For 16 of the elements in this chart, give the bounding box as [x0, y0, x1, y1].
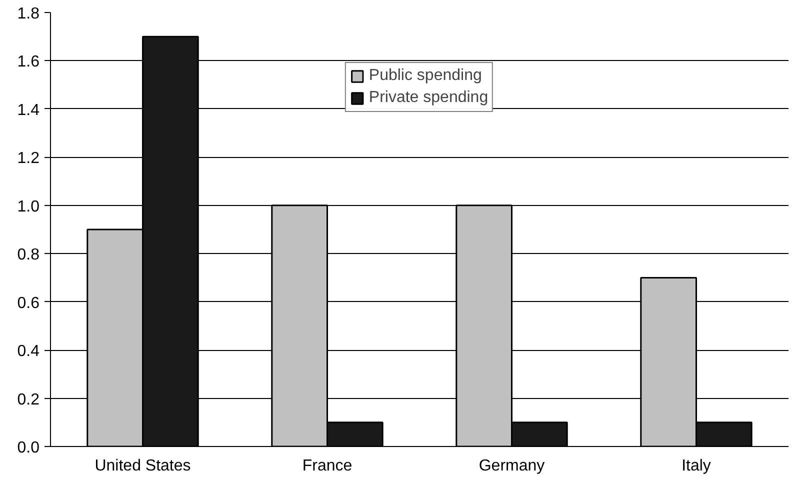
y-tick-label: 1.4	[17, 102, 40, 119]
y-tick-label: 0.2	[17, 391, 40, 408]
y-tick-label: 0.6	[17, 294, 40, 312]
x-tick-label: France	[302, 458, 352, 474]
legend-label: Public spending	[368, 67, 482, 85]
x-tick-label: Italy	[682, 458, 711, 474]
y-tick-label: 0.4	[17, 343, 40, 360]
y-tick-label: 1.6	[17, 54, 40, 71]
y-tick-label: 1.8	[17, 6, 40, 22]
x-tick-label: United States	[94, 458, 191, 474]
y-tick-label: 0.8	[17, 246, 40, 264]
y-tick-label: 1.0	[17, 198, 40, 216]
legend-label: Private spending	[368, 89, 488, 107]
y-tick-label: 1.2	[17, 150, 40, 168]
y-tick-label: 0.0	[17, 440, 40, 456]
x-tick-label: Germany	[478, 458, 545, 474]
